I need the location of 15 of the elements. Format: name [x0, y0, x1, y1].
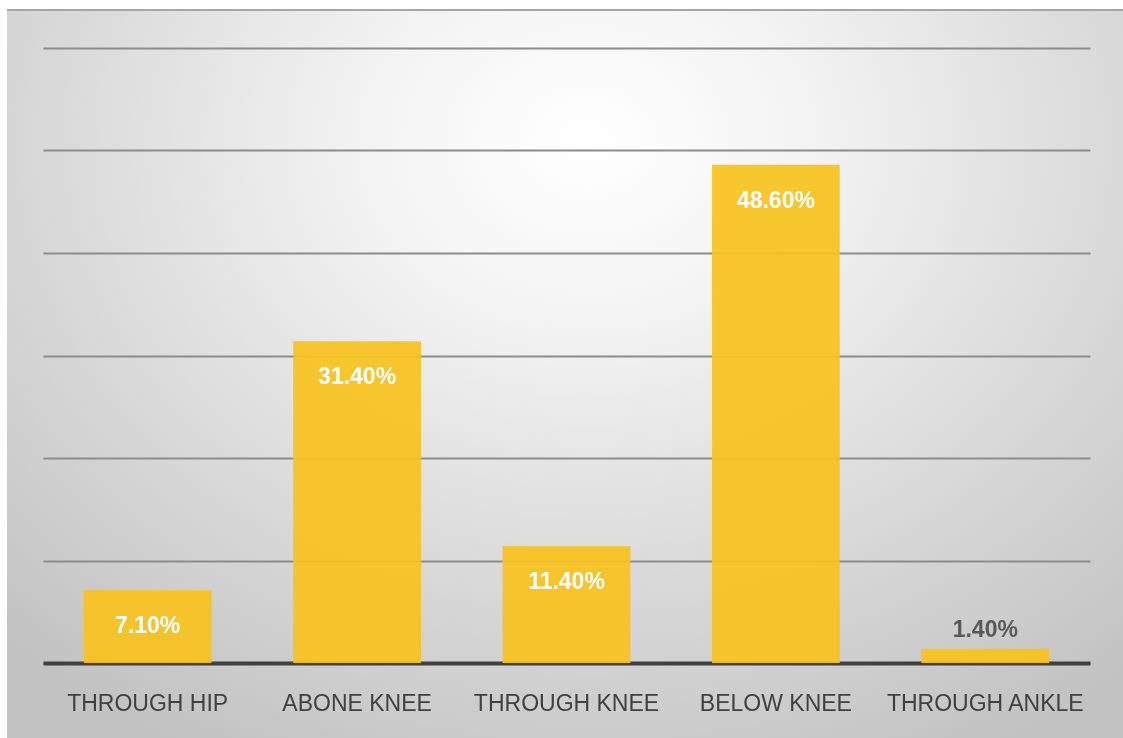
bar — [502, 546, 631, 663]
x-tick-label: THROUGH ANKLE — [886, 689, 1084, 716]
data-label: 1.40% — [952, 615, 1018, 642]
x-tick-label: THROUGH HIP — [67, 689, 229, 716]
data-label: 31.40% — [318, 363, 397, 390]
x-tick-label: THROUGH KNEE — [473, 689, 660, 716]
x-tick-label: ABONE KNEE — [282, 689, 432, 716]
x-tick-label: BELOW KNEE — [699, 689, 852, 716]
data-label: 11.40% — [528, 568, 605, 595]
bar — [712, 164, 840, 663]
bar — [293, 341, 421, 663]
bar — [921, 648, 1050, 663]
data-label: 7.10% — [115, 612, 181, 639]
bar — [83, 590, 212, 663]
data-label: 48.60% — [736, 186, 815, 213]
